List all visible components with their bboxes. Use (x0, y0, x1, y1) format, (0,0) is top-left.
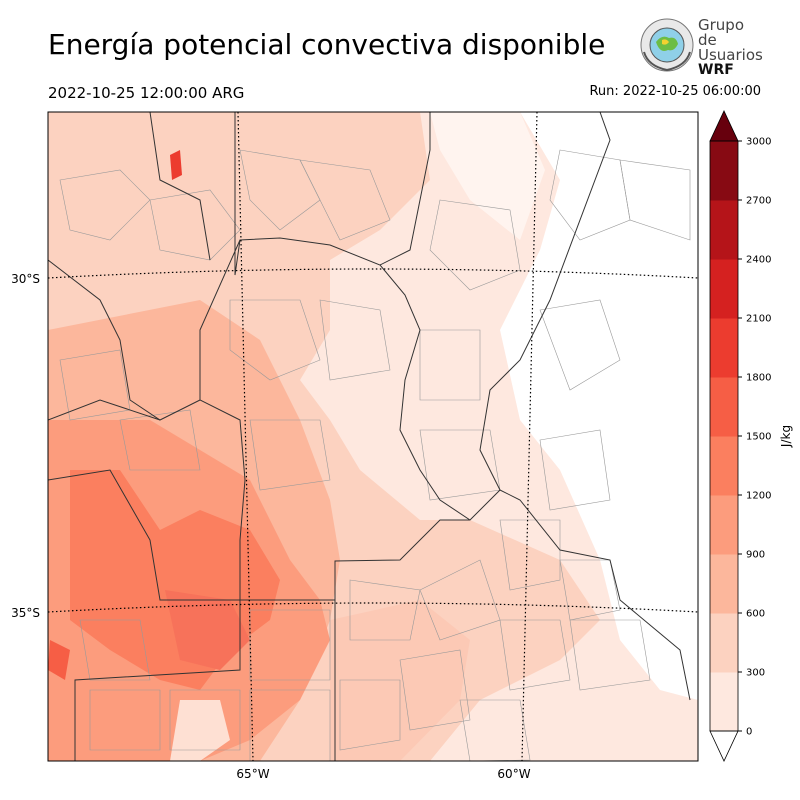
colorbar-bin (710, 554, 738, 614)
colorbar-min-extend (709, 730, 739, 762)
colorbar-bin (710, 377, 738, 437)
colorbar-tick-label: 1800 (746, 373, 771, 384)
colorbar-tick-label: 3000 (746, 137, 771, 148)
cape-field (48, 112, 698, 761)
province-borders (48, 112, 691, 761)
lat-label-30s: 30°S (11, 272, 40, 286)
run-time-label: Run: 2022-10-25 06:00:00 (589, 84, 761, 99)
colorbar-tick-label: 900 (746, 550, 765, 561)
colorbar-label: J/kg (779, 425, 793, 448)
graticule (48, 112, 698, 761)
logo-text: Grupo de Usuarios WRF (698, 18, 763, 78)
colorbar-bin (710, 318, 738, 378)
lon-label-60w: 60°W (497, 767, 530, 781)
colorbar-bin (710, 200, 738, 260)
colorbar-tick-label: 600 (746, 609, 765, 620)
colorbar-tick-label: 2100 (746, 314, 771, 325)
colorbar-bin (710, 259, 738, 319)
logo-line-1: Grupo de (698, 16, 744, 49)
logo-line-2: Usuarios (698, 46, 763, 64)
colorbar-tick-label: 1200 (746, 491, 771, 502)
valid-time-label: 2022-10-25 12:00:00 ARG (48, 84, 245, 102)
colorbar: 0 300 600 900 1200 1500 1800 2100 2400 2700 3000 (709, 110, 771, 762)
colorbar-tick-label: 300 (746, 668, 765, 679)
colorbar-bin (710, 495, 738, 555)
logo-line-3: WRF (698, 62, 734, 78)
colorbar-tick-label: 2700 (746, 196, 771, 207)
lon-label-65w: 65°W (236, 767, 269, 781)
map-frame (47, 111, 699, 762)
colorbar-tick-label: 1500 (746, 432, 771, 443)
globe-icon (640, 18, 694, 72)
colorbar-bin (710, 436, 738, 496)
colorbar-bin (710, 672, 738, 732)
colorbar-tick-label: 2400 (746, 255, 771, 266)
lat-label-35s: 35°S (11, 606, 40, 620)
colorbar-bin (710, 613, 738, 673)
map-title: Energía potencial convectiva disponible (48, 28, 606, 61)
wrf-users-logo: Grupo de Usuarios WRF (638, 16, 763, 78)
colorbar-max-extend (709, 110, 739, 142)
colorbar-tick-label: 0 (746, 727, 752, 738)
colorbar-bin (710, 141, 738, 201)
